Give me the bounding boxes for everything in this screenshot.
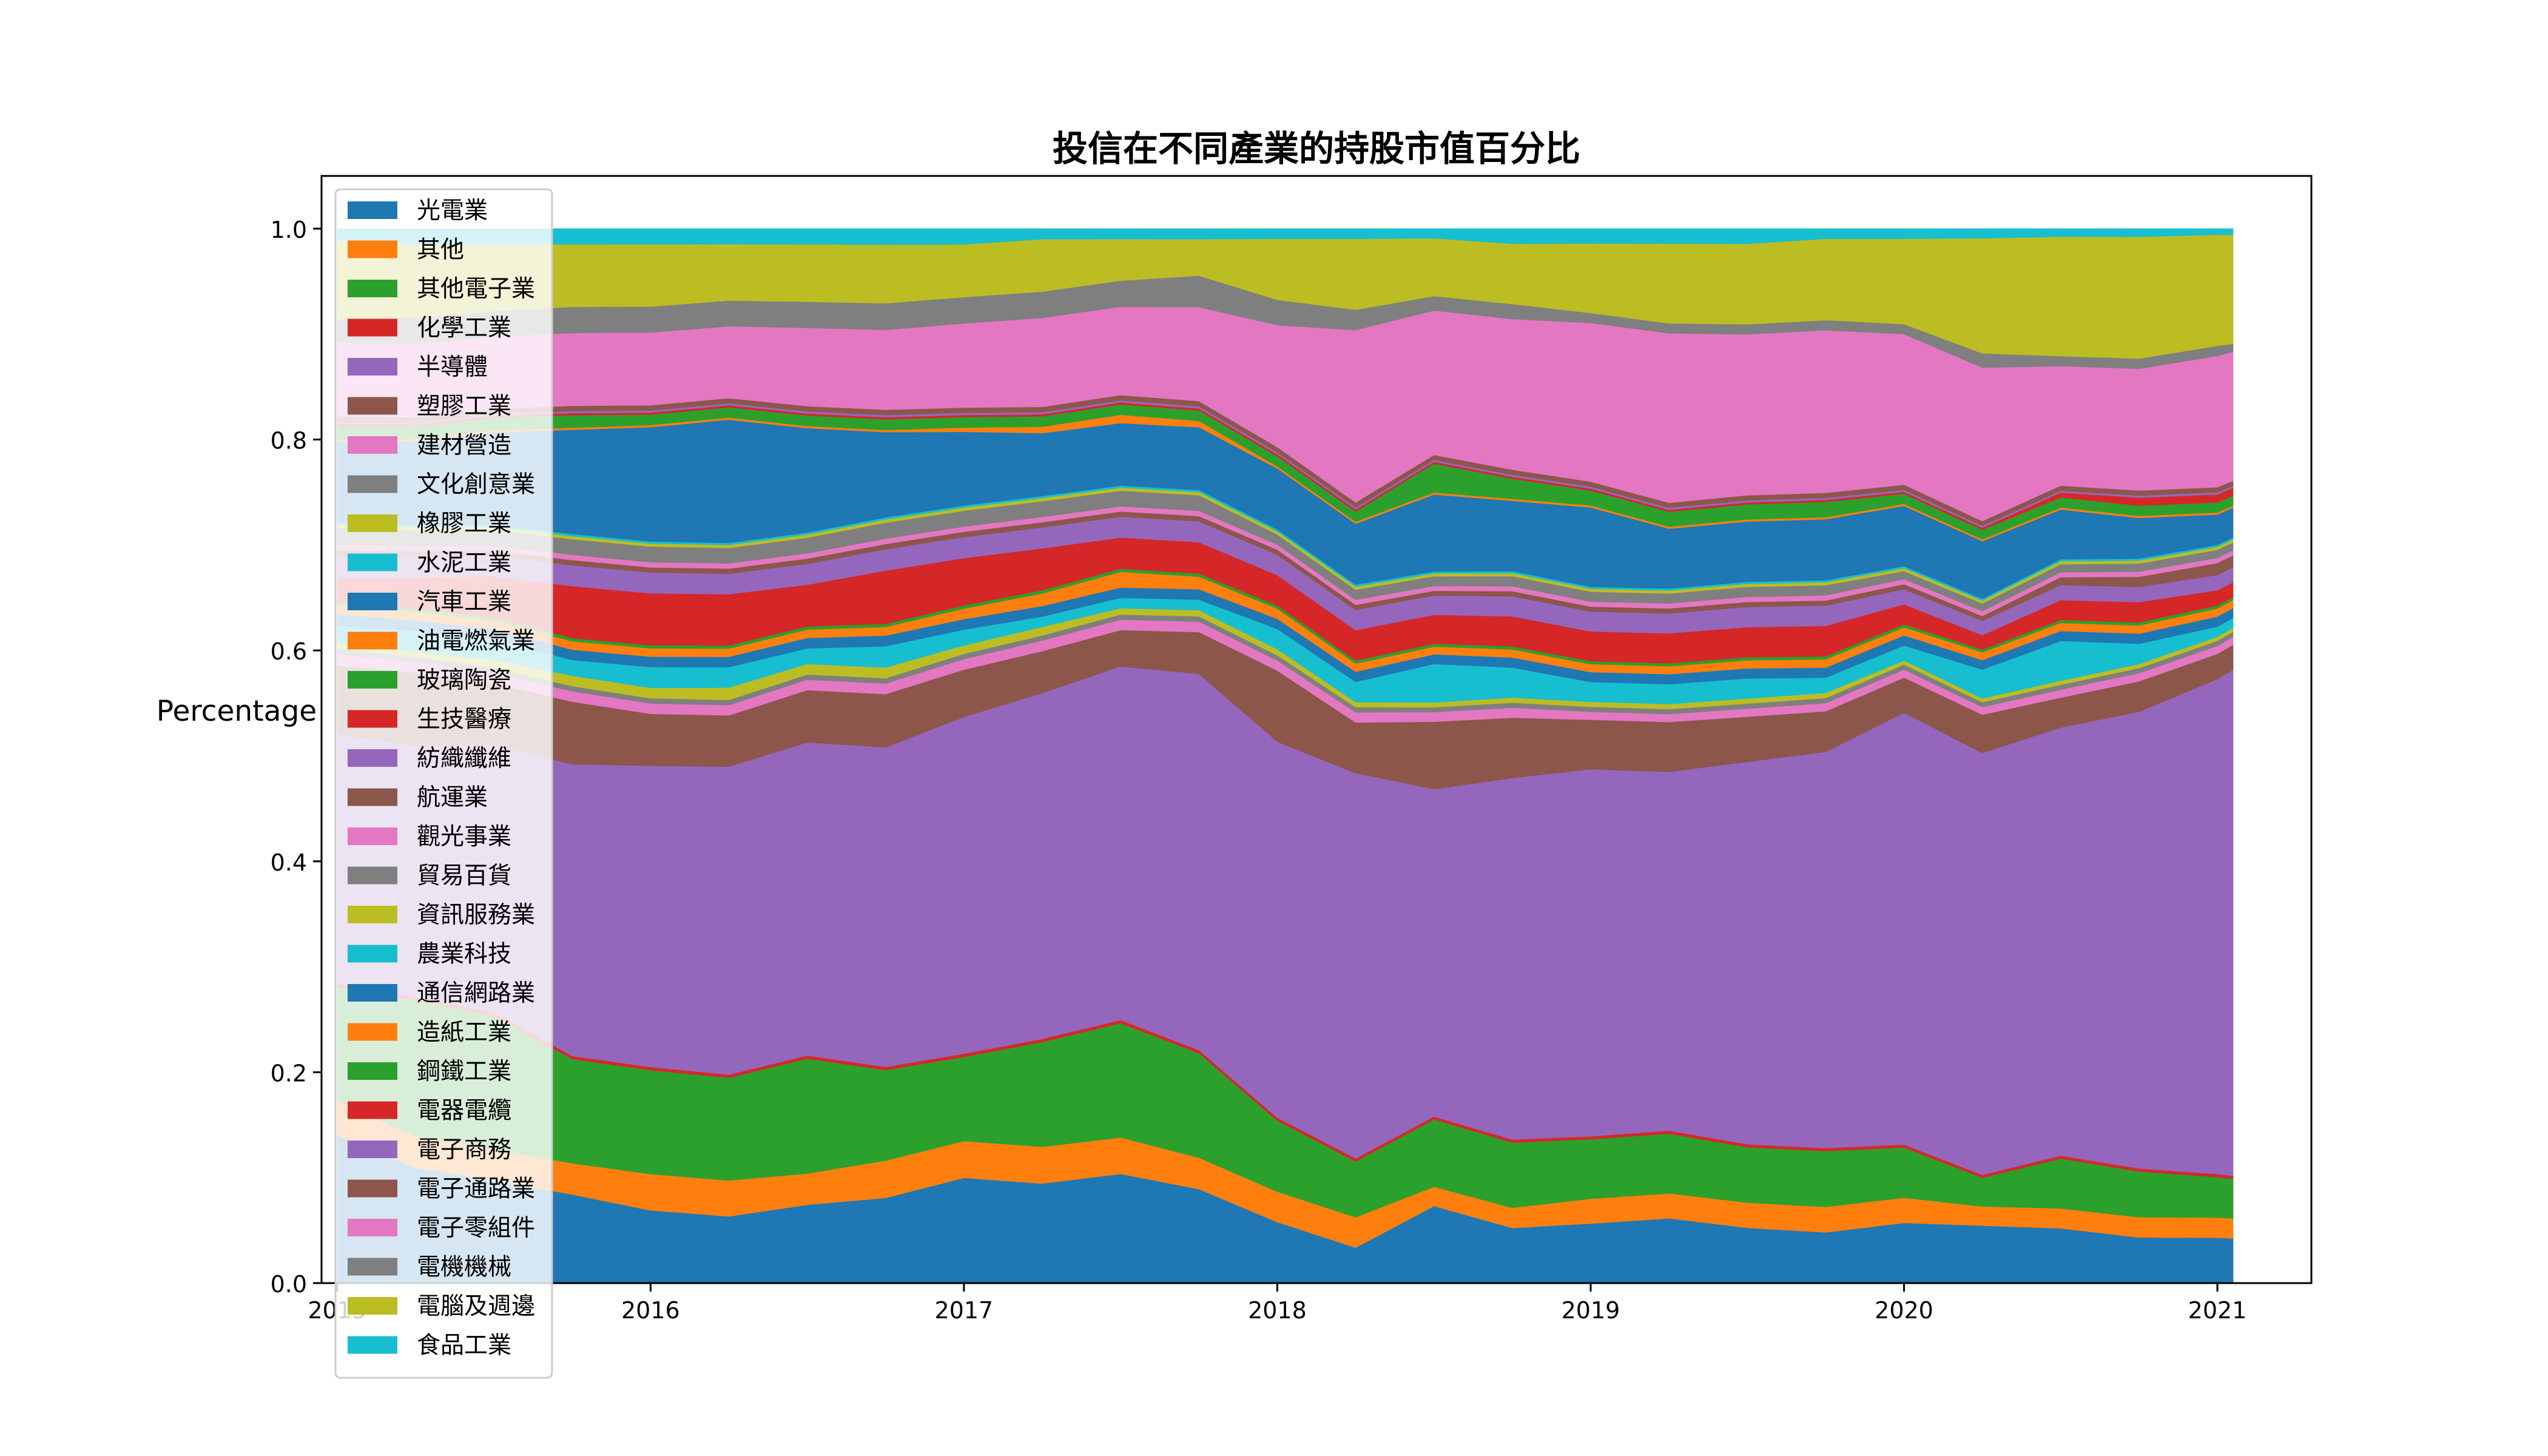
legend-swatch [348,397,397,415]
legend-swatch [348,1023,397,1041]
legend-swatch [348,632,397,650]
legend-label: 水泥工業 [417,550,511,577]
legend-swatch [348,358,397,376]
legend-label: 電腦及週邊 [417,1293,535,1320]
y-tick-label: 0.8 [271,428,307,454]
x-axis: 2015201620172018201920202021 [308,1283,2246,1324]
legend-swatch [348,749,397,767]
plot-frame [320,175,2313,1284]
legend-label: 生技醫療 [417,706,511,733]
legend-label: 其他 [417,237,464,264]
legend-swatch [348,318,397,337]
legend-label: 觀光事業 [417,823,511,851]
legend-swatch [348,827,397,845]
legend-label: 光電業 [417,197,488,224]
area-series-29 [337,228,2234,245]
legend-label: 油電燃氣業 [417,628,535,655]
legend-label: 汽車工業 [417,588,511,616]
legend-label: 電子商務 [417,1136,511,1164]
legend-label: 紡織纖維 [417,745,511,772]
legend-label: 電機機械 [417,1254,511,1281]
legend-swatch [348,280,397,297]
legend-label: 農業科技 [417,941,511,968]
legend-label: 其他電子業 [417,275,535,303]
legend-swatch [348,1258,397,1276]
legend-label: 玻璃陶瓷 [417,667,511,694]
legend-label: 文化創意業 [417,471,535,499]
legend-label: 化學工業 [417,315,511,342]
y-axis: 0.0 0.2 0.4 0.6 0.8 1.0 [271,217,322,1298]
legend-swatch [348,1219,397,1236]
legend-swatch [348,1141,397,1158]
y-tick-label: 0.2 [271,1060,307,1087]
x-tick-label: 2016 [621,1297,680,1324]
legend-swatch [348,1179,397,1198]
legend-swatch [348,671,397,689]
legend-swatch [348,1062,397,1080]
legend-label: 塑膠工業 [417,393,511,420]
legend-label: 建材營造 [417,432,511,459]
legend-swatch [348,593,397,610]
legend-label: 通信網路業 [417,980,535,1007]
legend-label: 資訊服務業 [417,902,535,929]
legend-swatch [348,553,397,571]
legend-label: 電器電纜 [417,1097,511,1125]
legend-swatch [348,436,397,454]
legend-swatch [348,240,397,258]
legend-swatch [348,866,397,885]
legend-swatch [348,906,397,923]
y-axis-label: Percentage [157,695,317,728]
legend-label: 橡膠工業 [417,510,511,538]
y-tick-label: 1.0 [271,217,307,243]
legend-label: 電子零組件 [417,1215,535,1242]
y-tick-label: 0.0 [271,1271,307,1298]
legend-swatch [348,475,397,493]
legend-label: 食品工業 [417,1332,511,1360]
legend-label: 貿易百貨 [417,863,511,890]
legend-swatch [348,1101,397,1119]
x-tick-label: 2020 [1875,1297,1933,1324]
legend-label: 電子通路業 [417,1176,535,1203]
legend-swatch [348,514,397,532]
x-tick-label: 2018 [1248,1297,1307,1324]
area-series-group [337,228,2234,1284]
legend-swatch [348,1336,397,1354]
y-tick-label: 0.4 [271,849,307,876]
legend-label: 半導體 [417,354,488,381]
legend-swatch [348,1297,397,1315]
legend-label: 造紙工業 [417,1019,511,1046]
x-tick-label: 2019 [1562,1297,1620,1324]
chart-title: 投信在不同產業的持股市值百分比 [1053,128,1580,169]
x-tick-label: 2021 [2188,1297,2247,1324]
legend: 光電業其他其他電子業化學工業半導體塑膠工業建材營造文化創意業橡膠工業水泥工業汽車… [334,188,553,1379]
legend-swatch [348,788,397,806]
legend-swatch [348,710,397,728]
legend-swatch [348,201,397,219]
legend-label: 鋼鐵工業 [417,1058,511,1085]
legend-label: 航運業 [417,784,488,812]
legend-swatch [348,945,397,963]
legend-swatch [348,984,397,1002]
x-tick-label: 2017 [935,1297,994,1324]
y-tick-label: 0.6 [271,638,307,665]
